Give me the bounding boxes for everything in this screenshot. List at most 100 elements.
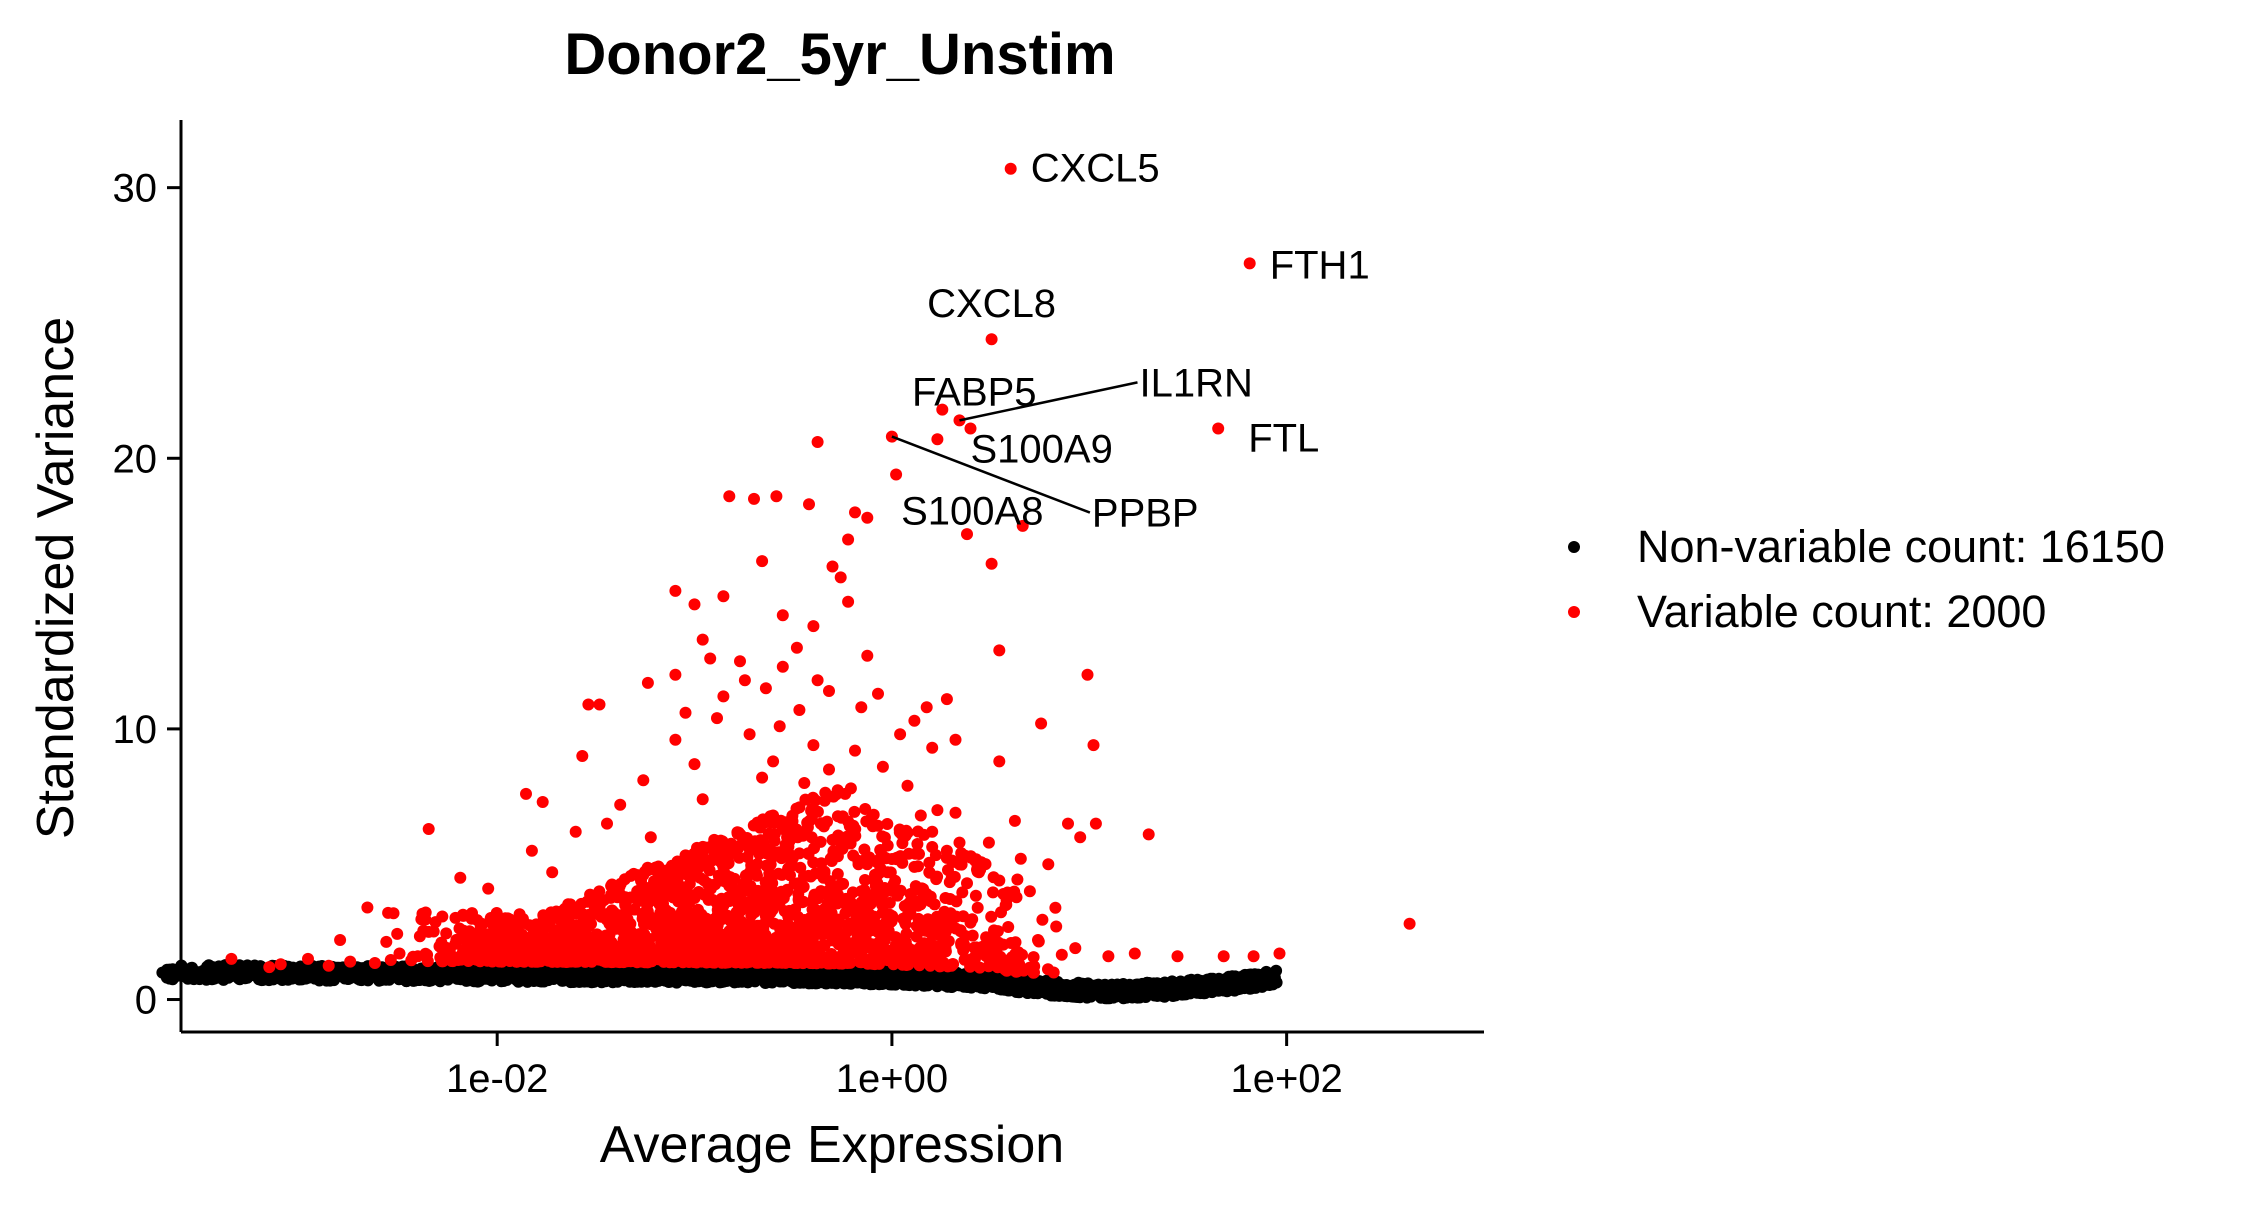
variable-point — [756, 555, 769, 568]
variable-point — [845, 940, 858, 952]
variable-point — [1217, 950, 1230, 963]
variable-point — [842, 533, 855, 546]
variable-point — [1027, 951, 1040, 964]
variable-point — [798, 777, 811, 789]
nonvariable-point — [1176, 988, 1189, 1001]
variable-point — [711, 942, 723, 955]
variable-point — [814, 919, 827, 932]
variable-point — [679, 706, 692, 719]
variable-point — [419, 913, 432, 926]
variable-point — [344, 955, 357, 968]
variable-point — [510, 955, 523, 968]
variable-point — [407, 950, 420, 963]
gene-label: FTH1 — [1270, 243, 1370, 287]
variable-point — [1128, 947, 1141, 960]
y-tick-label: 0 — [135, 979, 157, 1023]
variable-point — [488, 911, 501, 923]
nonvariable-point — [185, 962, 198, 974]
variable-point — [637, 774, 650, 787]
variable-point — [696, 793, 709, 806]
variable-point — [837, 877, 850, 890]
nonvariable-point — [1077, 977, 1090, 990]
variable-point — [736, 936, 749, 949]
variable-point — [993, 755, 1006, 768]
variable-point — [876, 898, 889, 911]
variable-point — [913, 848, 925, 860]
variable-point — [823, 685, 835, 697]
variable-point — [1055, 948, 1068, 961]
variable-point — [582, 698, 595, 711]
variable-point — [743, 728, 756, 741]
nonvariable-point — [195, 968, 208, 981]
nonvariable-point — [222, 966, 235, 979]
variable-point — [711, 712, 723, 725]
variable-point — [457, 908, 469, 921]
variable-point — [776, 660, 789, 673]
variable-point — [476, 918, 489, 930]
nonvariable-point — [297, 964, 310, 977]
variable-point — [1081, 668, 1094, 681]
variable-point — [849, 506, 861, 519]
variable-point — [669, 733, 682, 746]
variable-point — [649, 861, 662, 874]
variable-point — [944, 893, 957, 905]
variable-point — [814, 835, 827, 848]
variable-point — [274, 958, 287, 971]
x-axis-title: Average Expression — [600, 1116, 1064, 1174]
variable-point — [832, 895, 845, 908]
variable-point — [1074, 831, 1087, 844]
variable-point — [667, 943, 680, 956]
variable-point — [1002, 921, 1015, 933]
variable-point — [776, 823, 789, 835]
variable-point — [816, 939, 829, 952]
variable-point — [803, 913, 816, 926]
variable-point — [716, 857, 729, 870]
nonvariable-point — [1036, 982, 1049, 995]
variable-point — [817, 820, 830, 833]
variable-point — [781, 843, 794, 856]
nonvariable-point — [747, 970, 760, 983]
variable-point — [966, 913, 979, 926]
variable-point — [788, 877, 801, 890]
variable-point — [864, 908, 877, 921]
variable-point — [368, 957, 381, 969]
variable-point — [1062, 817, 1074, 830]
variable-point — [855, 701, 868, 714]
variable-point — [901, 826, 914, 839]
variable-point — [826, 912, 839, 925]
variable-point — [1142, 828, 1155, 841]
variable-point — [914, 898, 927, 911]
variable-point — [926, 928, 939, 941]
variable-point — [844, 956, 857, 969]
variable-point — [901, 898, 914, 911]
variable-point — [650, 922, 663, 935]
variable-point — [866, 820, 879, 833]
variable-point — [669, 668, 682, 681]
variable-point — [671, 855, 684, 868]
nonvariable-point — [636, 969, 649, 982]
variable-point — [987, 886, 999, 899]
variable-point — [940, 844, 953, 857]
nonvariable-point — [453, 971, 466, 984]
variable-point — [714, 894, 727, 907]
nonvariable-point — [1097, 983, 1110, 996]
variable-point — [498, 953, 511, 966]
variable-point — [576, 750, 589, 762]
variable-point — [776, 609, 789, 622]
variable-point — [688, 598, 701, 611]
variable-point — [980, 931, 993, 944]
variable-point — [515, 914, 528, 927]
variable-point — [894, 728, 907, 741]
variable-point — [847, 819, 860, 832]
variable-point — [595, 910, 608, 923]
variable-point — [811, 674, 824, 687]
variable-point — [721, 909, 734, 922]
variable-point — [704, 652, 717, 665]
variable-point — [481, 949, 493, 962]
variable-point — [848, 805, 861, 818]
variable-point — [1403, 917, 1416, 930]
variable-point — [961, 877, 973, 890]
variable-point — [964, 955, 977, 968]
variable-point — [655, 951, 668, 963]
variable-point — [908, 860, 921, 873]
